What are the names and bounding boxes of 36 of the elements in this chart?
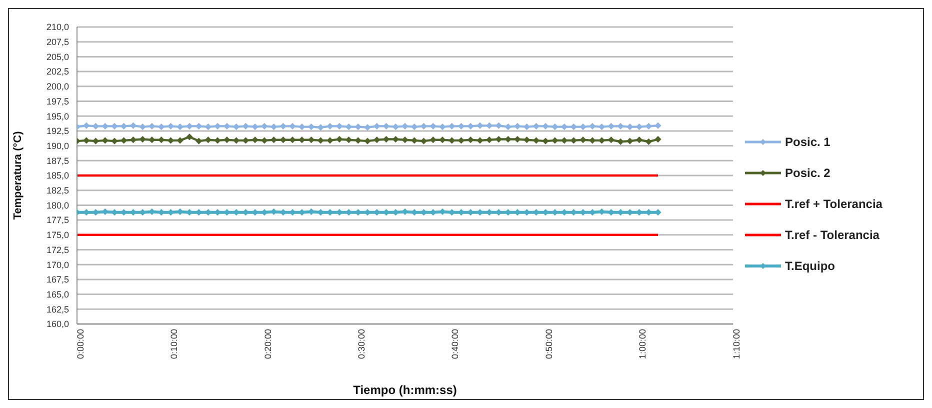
x-axis-title: Tiempo (h:mm:ss) [353, 383, 457, 397]
x-tick-label: 1:00:00 [638, 329, 648, 360]
x-tick-label: 1:10:00 [731, 329, 742, 360]
y-tick-label: 182,5 [46, 186, 69, 196]
y-tick-label: 195,0 [46, 111, 69, 122]
legend-label: T.ref + Tolerancia [785, 197, 882, 211]
y-tick-label: 192,5 [46, 126, 69, 136]
y-tick-label: 207,5 [46, 37, 69, 48]
y-tick-label: 180,0 [46, 200, 69, 210]
y-tick-label: 187,5 [46, 156, 69, 166]
y-axis-title: Temperatura (°C) [12, 130, 24, 220]
y-tick-label: 175,0 [46, 230, 69, 240]
y-tick-label: 162,5 [46, 304, 69, 314]
y-tick-label: 197,5 [46, 96, 69, 106]
y-tick-label: 202,5 [46, 66, 69, 77]
y-tick-label: 185,0 [46, 170, 69, 181]
x-tick-label: 0:10:00 [169, 329, 180, 360]
y-tick-label: 200,0 [46, 82, 69, 92]
y-tick-label: 167,5 [46, 274, 69, 285]
x-tick-label: 0:50:00 [544, 329, 554, 360]
y-tick-label: 170,0 [46, 260, 69, 270]
x-tick-label: 0:30:00 [356, 329, 367, 360]
legend-label: T.Equipo [785, 259, 835, 273]
y-tick-label: 210,0 [46, 22, 69, 32]
x-tick-label: 0:20:00 [262, 329, 273, 360]
x-tick-label: 0:00:00 [75, 329, 86, 360]
legend-label: Posic. 2 [785, 166, 830, 180]
y-tick-label: 165,0 [46, 289, 69, 300]
y-tick-label: 172,5 [46, 244, 69, 255]
y-tick-label: 177,5 [46, 215, 69, 226]
x-tick-label: 0:40:00 [450, 329, 460, 360]
y-tick-label: 190,0 [46, 140, 69, 151]
legend-label: Posic. 1 [785, 135, 830, 149]
y-tick-label: 160,0 [46, 319, 69, 330]
legend-label: T.ref - Tolerancia [785, 228, 880, 242]
y-tick-label: 205,0 [46, 52, 69, 62]
